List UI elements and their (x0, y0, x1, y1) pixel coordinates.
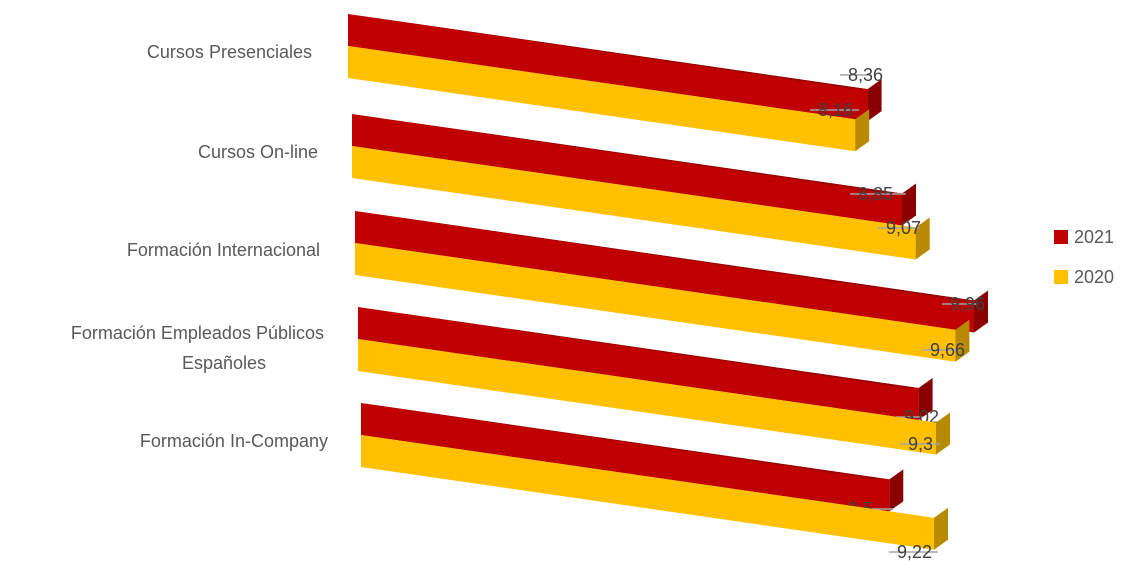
category-label: Formación Empleados Públicos (71, 323, 324, 343)
legend-swatch-2020 (1054, 270, 1068, 284)
data-label-2021-0: 8,36 (848, 65, 883, 85)
data-label-2020-4: 9,22 (897, 542, 932, 561)
bar-top-2021-2 (355, 211, 975, 301)
legend-item-2020: 2020 (1054, 266, 1114, 288)
bar-2021-2 (355, 211, 975, 333)
data-label-2021-2: 9,96 (950, 294, 985, 314)
legend-label-2020: 2020 (1074, 266, 1115, 287)
bar-end-2020-4 (934, 507, 949, 550)
bar-2020-1 (352, 146, 916, 260)
legend-swatch-2021 (1054, 230, 1068, 244)
bar-2021-0 (348, 14, 868, 122)
legend-item-2021: 2021 (1054, 226, 1114, 248)
bar-2020-4 (361, 435, 935, 550)
bar-end-2021-4 (889, 469, 904, 512)
bar-top-2021-0 (348, 14, 868, 90)
legend-label-2021: 2021 (1074, 226, 1115, 247)
bar-end-2021-3 (918, 378, 933, 421)
category-label: Españoles (182, 353, 266, 373)
data-label-2020-3: 9,3 (908, 434, 933, 454)
category-label: Formación Internacional (127, 240, 320, 260)
bar-2021-1 (352, 114, 903, 226)
bar-top-2021-4 (361, 403, 890, 480)
bar-2020-2 (355, 243, 956, 362)
data-label-2020-2: 9,66 (930, 340, 965, 360)
bar-end-2020-2 (955, 319, 970, 362)
bar-top-2021-1 (352, 114, 903, 194)
legend: 2021 2020 (1054, 226, 1114, 306)
bar-end-2020-0 (855, 109, 870, 152)
bar-2020-0 (348, 46, 856, 152)
bar-end-2021-2 (974, 290, 989, 333)
bar-end-2021-0 (867, 79, 882, 122)
bar-2020-3 (358, 339, 936, 455)
data-label-2020-0: 8,16 (818, 100, 853, 120)
bar-2021-3 (358, 307, 919, 421)
data-label-2020-1: 9,07 (886, 218, 921, 238)
bar-top-2021-3 (358, 307, 919, 389)
data-label-2021-1: 8,85 (858, 184, 893, 204)
category-label: Cursos Presenciales (147, 42, 312, 62)
category-label: Cursos On-line (198, 142, 318, 162)
category-label: Formación In-Company (140, 431, 328, 451)
bar-2021-4 (361, 403, 890, 512)
